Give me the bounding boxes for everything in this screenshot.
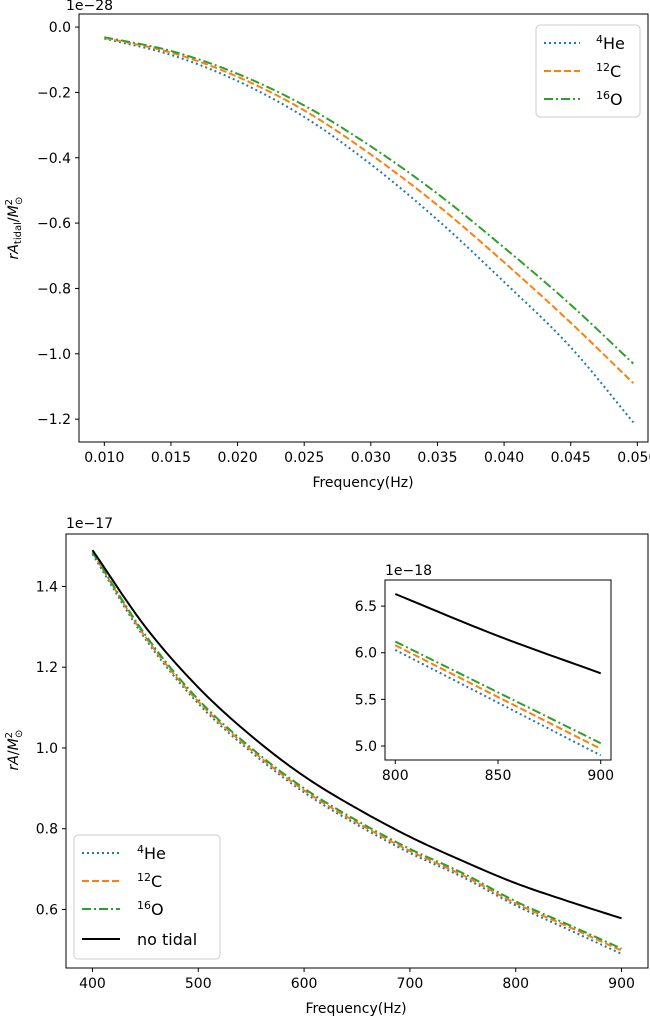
bottom-chart-x-tick-label: 800 bbox=[502, 976, 529, 992]
top-chart-y-tick-label: −0.6 bbox=[37, 216, 71, 232]
top-chart-x-ticks: 0.010 0.015 0.020 0.025 0.030 0.035 0.040 0.045… bbox=[84, 442, 650, 466]
bottom-chart-series-16o bbox=[91, 551, 622, 950]
inset-chart-x-tick-label: 900 bbox=[587, 768, 614, 784]
top-chart-x-tick-label: 0.035 bbox=[417, 450, 457, 466]
top-chart: 0.010 0.015 0.020 0.025 0.030 0.035 0.040 0.045… bbox=[4, 0, 650, 491]
legend-item-no-tidal: no tidal bbox=[82, 930, 197, 949]
inset-chart-series-no-tidal bbox=[394, 593, 602, 675]
top-chart-y-tick-label: −1.2 bbox=[37, 412, 71, 428]
inset-chart-y-tick-label: 6.0 bbox=[355, 646, 377, 662]
inset-chart-series-16o bbox=[394, 640, 602, 745]
bottom-chart: 400 500 600 700 800 900 0.6 0.8 1.0 1.2 1.4 1e−17… bbox=[4, 516, 649, 1017]
top-chart-x-tick-label: 0.015 bbox=[151, 450, 191, 466]
inset-chart-x-ticks: 800 850 900 bbox=[382, 760, 614, 784]
legend-item-16o: 16O bbox=[544, 89, 623, 109]
legend-item-16o: 16O bbox=[82, 899, 164, 919]
top-chart-y-axis-label: rAtidal/M2⊙ bbox=[4, 197, 25, 260]
top-chart-y-ticks: 0.0 −0.2 −0.4 −0.6 −0.8 −1.0 −1.2 bbox=[37, 20, 79, 428]
top-chart-frame bbox=[78, 13, 649, 443]
bottom-chart-legend: 4He 12C 16O no tidal bbox=[73, 834, 221, 960]
legend-label-no-tidal: no tidal bbox=[137, 930, 197, 949]
top-chart-y-tick-label: −0.2 bbox=[37, 85, 71, 101]
bottom-chart-x-tick-label: 600 bbox=[291, 976, 318, 992]
inset-chart-x-tick-label: 800 bbox=[382, 768, 409, 784]
legend-label-4he: 4He bbox=[137, 843, 166, 863]
inset-chart-series-12c bbox=[394, 644, 602, 750]
top-chart-x-tick-label: 0.050 bbox=[617, 450, 650, 466]
top-chart-x-axis-label: Frequency(Hz) bbox=[312, 475, 413, 491]
top-chart-y-tick-label: 0.0 bbox=[49, 20, 71, 36]
bottom-chart-series bbox=[91, 549, 622, 955]
bottom-chart-y-tick-label: 1.2 bbox=[36, 660, 58, 676]
bottom-chart-x-tick-label: 400 bbox=[79, 976, 106, 992]
top-chart-series-16o bbox=[104, 36, 635, 365]
top-chart-y-tick-label: −0.4 bbox=[37, 151, 71, 167]
bottom-chart-y-tick-label: 0.8 bbox=[36, 822, 58, 838]
inset-chart-y-ticks: 5.0 5.5 6.0 6.5 bbox=[355, 599, 385, 755]
inset-chart-x-tick-label: 850 bbox=[485, 768, 512, 784]
bottom-chart-x-tick-label: 500 bbox=[185, 976, 212, 992]
legend-label-16o: 16O bbox=[596, 89, 623, 109]
top-chart-x-tick-label: 0.045 bbox=[551, 450, 591, 466]
top-chart-x-tick-label: 0.020 bbox=[218, 450, 258, 466]
bottom-chart-y-tick-label: 1.0 bbox=[36, 741, 58, 757]
legend-label-4he: 4He bbox=[596, 33, 625, 53]
bottom-chart-frame bbox=[65, 533, 649, 969]
legend-item-12c: 12C bbox=[82, 871, 162, 891]
top-chart-series-4he bbox=[104, 37, 635, 424]
top-chart-x-tick-label: 0.025 bbox=[284, 450, 324, 466]
bottom-chart-series-4he bbox=[91, 553, 622, 955]
bottom-chart-x-tick-label: 700 bbox=[397, 976, 424, 992]
legend-label-12c: 12C bbox=[596, 61, 621, 81]
bottom-chart-y-tick-label: 0.6 bbox=[36, 902, 58, 918]
top-chart-x-tick-label: 0.040 bbox=[484, 450, 524, 466]
top-chart-series-12c bbox=[104, 36, 635, 384]
legend-item-12c: 12C bbox=[544, 61, 621, 81]
inset-chart-y-tick-label: 5.0 bbox=[355, 739, 377, 755]
bottom-chart-series-12c bbox=[91, 551, 622, 952]
bottom-chart-y-axis-label: rA/M2⊙ bbox=[4, 730, 25, 771]
legend-item-4he: 4He bbox=[82, 843, 166, 863]
bottom-chart-series-no-tidal bbox=[91, 549, 622, 920]
top-chart-offset-label: 1e−28 bbox=[66, 0, 113, 14]
inset-chart-y-tick-label: 6.5 bbox=[355, 599, 377, 615]
inset-chart-frame bbox=[384, 579, 612, 761]
legend-label-16o: 16O bbox=[137, 899, 164, 919]
legend-label-12c: 12C bbox=[137, 871, 162, 891]
inset-chart-series bbox=[394, 593, 602, 757]
top-chart-y-tick-label: −1.0 bbox=[37, 347, 71, 363]
bottom-chart-y-ticks: 0.6 0.8 1.0 1.2 1.4 bbox=[36, 579, 66, 918]
legend-item-4he: 4He bbox=[544, 33, 625, 53]
bottom-chart-x-tick-label: 900 bbox=[608, 976, 635, 992]
bottom-chart-offset-label: 1e−17 bbox=[66, 516, 113, 532]
inset-chart-offset-label: 1e−18 bbox=[385, 563, 432, 579]
top-chart-x-tick-label: 0.030 bbox=[351, 450, 391, 466]
bottom-legend-box bbox=[73, 834, 221, 960]
inset-chart-y-tick-label: 5.5 bbox=[355, 692, 377, 708]
bottom-chart-x-ticks: 400 500 600 700 800 900 bbox=[79, 968, 635, 992]
inset-chart: 800 850 900 5.0 5.5 6.0 6.5 1e−18 bbox=[355, 563, 614, 784]
top-chart-legend: 4He 12C 16O bbox=[535, 24, 641, 118]
top-chart-y-tick-label: −0.8 bbox=[37, 281, 71, 297]
bottom-chart-x-axis-label: Frequency(Hz) bbox=[305, 1001, 406, 1017]
top-chart-x-tick-label: 0.010 bbox=[84, 450, 124, 466]
inset-chart-series-4he bbox=[394, 649, 602, 757]
bottom-chart-y-tick-label: 1.4 bbox=[36, 579, 58, 595]
top-chart-series bbox=[104, 36, 635, 424]
top-legend-box bbox=[535, 24, 641, 118]
